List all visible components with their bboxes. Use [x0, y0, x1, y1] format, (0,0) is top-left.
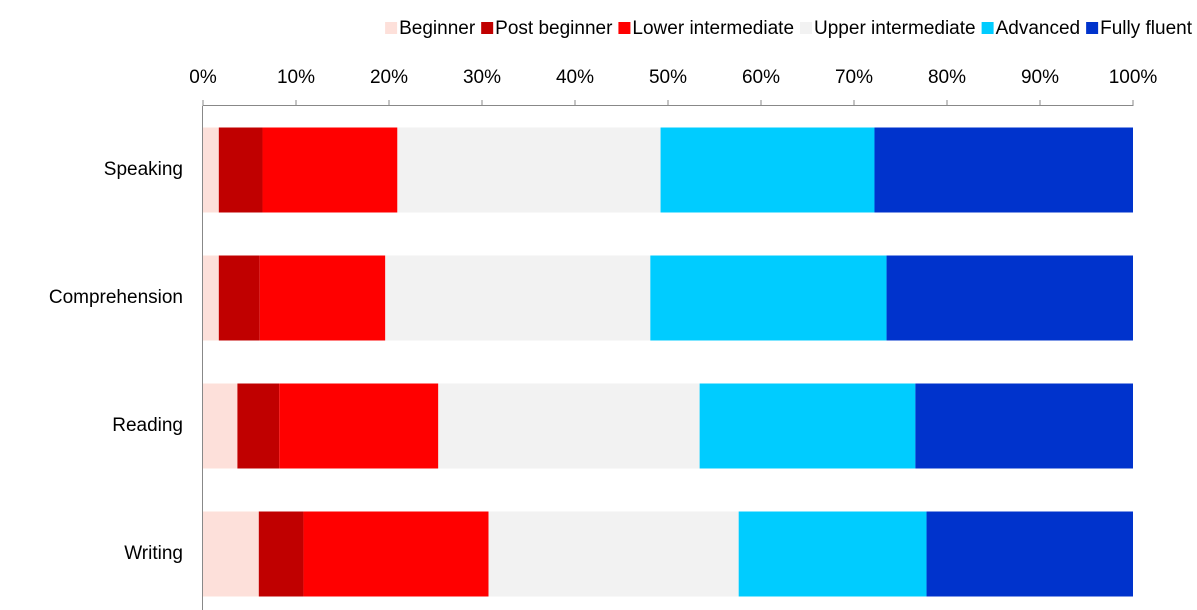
legend-swatch: [385, 22, 398, 34]
x-tick-label: 70%: [835, 67, 873, 88]
x-tick-label: 50%: [649, 67, 687, 88]
legend-label: Advanced: [996, 18, 1081, 39]
bar-segment: [438, 383, 700, 469]
bar-segment: [203, 511, 259, 597]
bar-segment: [258, 511, 304, 597]
legend-label: Fully fluent: [1100, 18, 1193, 39]
bar-segment: [660, 127, 875, 213]
bar-segment: [203, 255, 219, 341]
legend-swatch: [1086, 22, 1099, 34]
y-tick-label: Writing: [124, 543, 183, 564]
bar-segment: [738, 511, 927, 597]
legend-label: Beginner: [399, 18, 476, 39]
x-tick-label: 30%: [463, 67, 501, 88]
x-tick-label: 90%: [1021, 67, 1059, 88]
bar-segment: [218, 127, 263, 213]
bar-segment: [926, 511, 1133, 597]
x-tick-label: 40%: [556, 67, 594, 88]
bar-segment: [259, 255, 386, 341]
bar-segment: [699, 383, 916, 469]
bar-segment: [203, 383, 238, 469]
legend-label: Lower intermediate: [632, 18, 794, 39]
legend-label: Post beginner: [495, 18, 613, 39]
bar-segment: [874, 127, 1133, 213]
x-tick-label: 20%: [370, 67, 408, 88]
bar-segment: [237, 383, 280, 469]
bar-segment: [385, 255, 651, 341]
bar-segment: [203, 127, 219, 213]
bar-segment: [397, 127, 661, 213]
bar-segment: [218, 255, 260, 341]
bar-segment: [886, 255, 1133, 341]
y-tick-label: Comprehension: [49, 287, 183, 308]
x-tick-label: 10%: [277, 67, 315, 88]
bar-segment: [262, 127, 398, 213]
bar-segment: [279, 383, 439, 469]
x-tick-label: 80%: [928, 67, 966, 88]
legend-swatch: [481, 22, 494, 34]
legend-swatch: [981, 22, 994, 34]
y-tick-label: Speaking: [104, 159, 183, 180]
x-tick-label: 100%: [1109, 67, 1158, 88]
bar-segment: [915, 383, 1133, 469]
legend-swatch: [800, 22, 813, 34]
x-tick-label: 0%: [189, 67, 217, 88]
bar-segment: [303, 511, 489, 597]
bar-segment: [650, 255, 887, 341]
y-tick-label: Reading: [112, 415, 183, 436]
legend-label: Upper intermediate: [814, 18, 976, 39]
x-tick-label: 60%: [742, 67, 780, 88]
legend-swatch: [618, 22, 631, 34]
bar-segment: [488, 511, 739, 597]
